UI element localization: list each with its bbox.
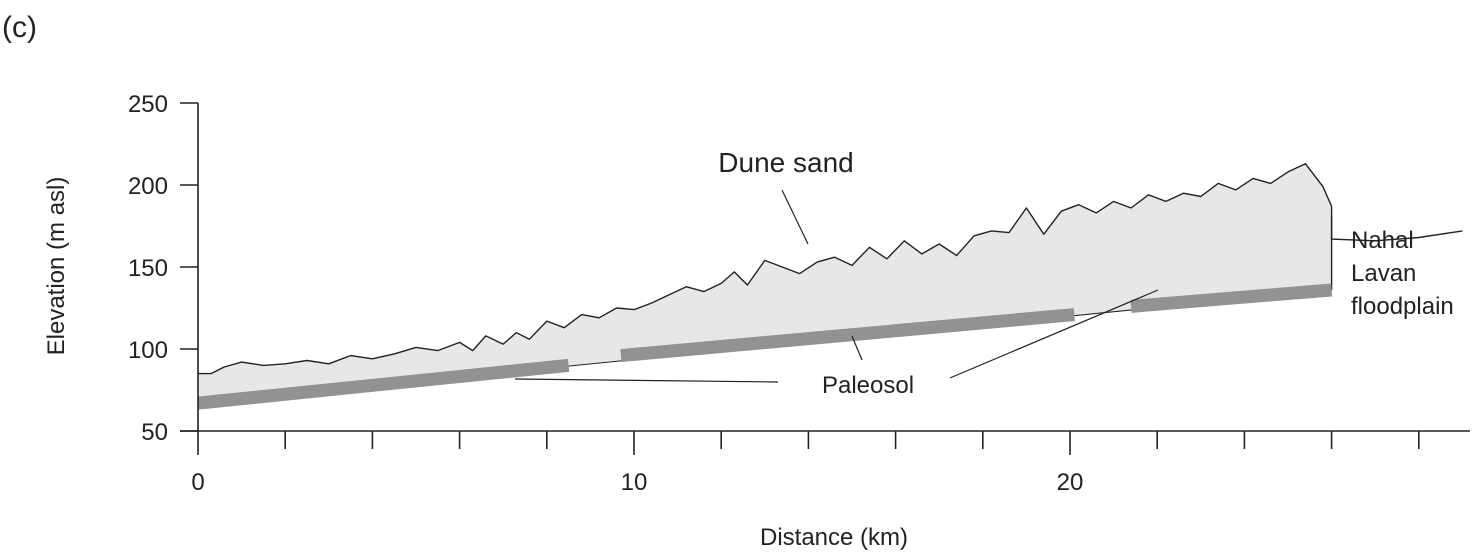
y-axis-ticks: 50 100 150 200 250 bbox=[128, 91, 198, 446]
paleosol-label: Paleosol bbox=[822, 372, 914, 399]
y-tick-label-250: 250 bbox=[128, 91, 168, 118]
x-tick-label-20: 20 bbox=[1057, 469, 1084, 496]
dune-sand-leader-line bbox=[781, 189, 809, 245]
x-tick-label-10: 10 bbox=[621, 469, 648, 496]
x-tick-label-0: 0 bbox=[191, 469, 204, 496]
dune-surface-line bbox=[198, 162, 1333, 375]
paleosol-leader-line-left bbox=[514, 378, 779, 383]
y-axis-title: Elevation (m asl) bbox=[43, 177, 70, 356]
paleosol-leader-line-right bbox=[949, 289, 1159, 379]
floodplain-label-line-2: Lavan bbox=[1351, 260, 1416, 287]
dune-sand-area bbox=[197, 162, 1333, 404]
x-axis-ticks: 0 10 20 bbox=[191, 431, 1420, 496]
annotations: Dune sand Paleosol Nahal Lavan floodplai… bbox=[514, 147, 1454, 399]
panel-label: (c) bbox=[2, 11, 37, 44]
paleosol-segment-3 bbox=[1130, 283, 1333, 313]
y-tick-label-200: 200 bbox=[128, 173, 168, 200]
paleosol-segment-2 bbox=[620, 308, 1075, 363]
paleosol-leader-line-middle bbox=[851, 335, 863, 361]
paleosol-layer bbox=[197, 283, 1333, 410]
floodplain-surface bbox=[1330, 216, 1463, 242]
dune-sand-label: Dune sand bbox=[718, 147, 853, 178]
y-tick-label-50: 50 bbox=[141, 419, 168, 446]
floodplain-label-line-1: Nahal bbox=[1351, 227, 1414, 254]
y-tick-label-100: 100 bbox=[128, 337, 168, 364]
x-axis-title: Distance (km) bbox=[760, 524, 908, 551]
dune-sand-fill bbox=[198, 163, 1332, 404]
paleosol-segment-1 bbox=[197, 358, 570, 410]
floodplain-label-line-3: floodplain bbox=[1351, 293, 1454, 320]
floodplain-line bbox=[1330, 216, 1463, 242]
y-tick-label-150: 150 bbox=[128, 255, 168, 282]
